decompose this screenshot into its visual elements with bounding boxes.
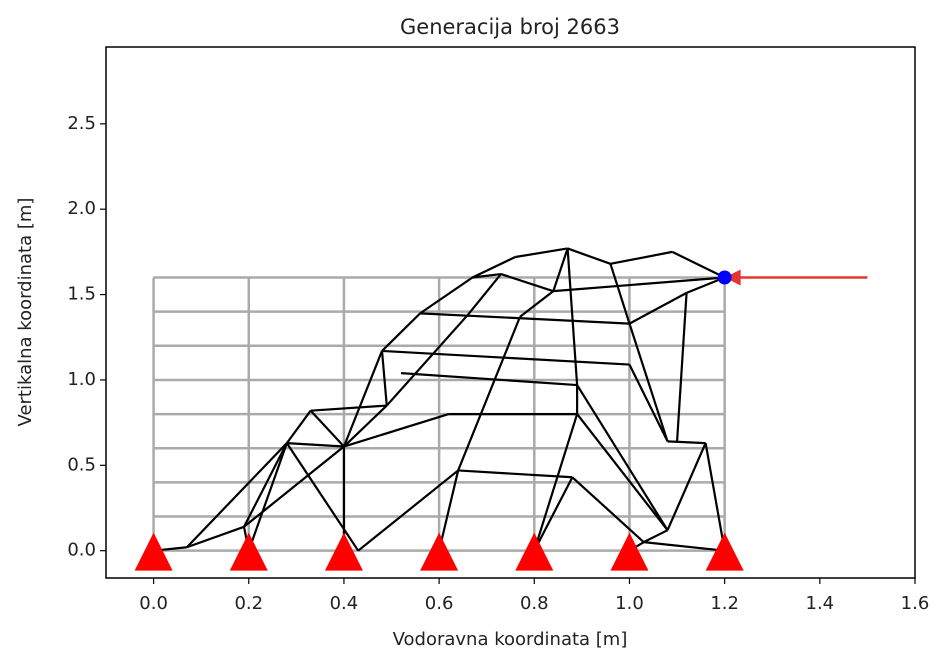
member bbox=[247, 442, 288, 552]
member bbox=[552, 248, 569, 292]
x-tick-label: 0.6 bbox=[425, 593, 454, 614]
member bbox=[610, 250, 673, 265]
member bbox=[500, 273, 554, 293]
member bbox=[420, 312, 630, 325]
member bbox=[243, 445, 345, 528]
plot-frame bbox=[105, 46, 916, 579]
load-node bbox=[717, 270, 732, 285]
support bbox=[420, 532, 459, 571]
member bbox=[457, 316, 522, 471]
member bbox=[471, 256, 516, 279]
load-arrowhead bbox=[724, 269, 741, 286]
member bbox=[285, 442, 360, 552]
member bbox=[553, 276, 725, 293]
y-tick-label: 2.0 bbox=[67, 198, 96, 219]
member bbox=[458, 469, 573, 479]
x-tick-label: 0.0 bbox=[139, 593, 168, 614]
x-tick-label: 1.4 bbox=[806, 593, 835, 614]
member bbox=[519, 290, 554, 318]
member bbox=[310, 404, 387, 412]
member bbox=[285, 410, 312, 444]
support bbox=[515, 532, 554, 571]
member bbox=[286, 442, 345, 448]
member bbox=[343, 404, 388, 448]
member bbox=[533, 413, 579, 552]
x-tick-label: 1.2 bbox=[710, 593, 739, 614]
member bbox=[243, 442, 288, 528]
support bbox=[229, 532, 268, 571]
member bbox=[385, 314, 469, 407]
y-tick-label: 1.5 bbox=[67, 284, 96, 305]
member bbox=[380, 350, 388, 406]
chart-title: Generacija broj 2663 bbox=[400, 15, 620, 39]
member bbox=[567, 247, 611, 265]
member bbox=[466, 273, 502, 316]
member bbox=[381, 312, 421, 352]
member bbox=[186, 442, 288, 549]
x-tick-label: 0.2 bbox=[234, 593, 263, 614]
member bbox=[566, 248, 579, 386]
member bbox=[342, 350, 384, 447]
member bbox=[609, 263, 631, 324]
member bbox=[576, 384, 669, 531]
member bbox=[628, 291, 688, 325]
x-tick-label: 0.8 bbox=[520, 593, 549, 614]
member bbox=[533, 476, 574, 552]
member bbox=[704, 442, 726, 551]
member bbox=[343, 413, 449, 448]
y-tick-label: 0.0 bbox=[67, 540, 96, 561]
x-tick-label: 1.0 bbox=[615, 593, 644, 614]
member bbox=[667, 440, 706, 445]
member bbox=[628, 364, 669, 442]
support bbox=[610, 532, 649, 571]
member bbox=[671, 250, 726, 279]
x-tick-label: 1.6 bbox=[901, 593, 930, 614]
member bbox=[419, 276, 474, 315]
member bbox=[643, 529, 669, 544]
member bbox=[357, 469, 459, 552]
member bbox=[400, 372, 578, 387]
support bbox=[324, 532, 363, 571]
member bbox=[666, 442, 707, 531]
y-tick-label: 1.0 bbox=[67, 369, 96, 390]
x-axis-label: Vodoravna koordinata [m] bbox=[393, 629, 628, 650]
member bbox=[309, 409, 345, 448]
x-tick-label: 0.4 bbox=[330, 593, 359, 614]
member bbox=[515, 247, 568, 259]
y-tick-label: 0.5 bbox=[67, 454, 96, 475]
member bbox=[643, 541, 725, 552]
member bbox=[628, 323, 669, 442]
member bbox=[438, 470, 460, 551]
y-tick-label: 2.5 bbox=[67, 113, 96, 134]
member bbox=[472, 272, 502, 279]
member bbox=[571, 476, 645, 543]
member bbox=[186, 525, 245, 549]
member bbox=[381, 349, 630, 366]
member bbox=[675, 292, 688, 442]
member bbox=[576, 413, 669, 531]
support bbox=[134, 532, 173, 571]
support bbox=[705, 532, 744, 571]
y-axis-label: Vertikalna koordinata [m] bbox=[15, 198, 36, 427]
